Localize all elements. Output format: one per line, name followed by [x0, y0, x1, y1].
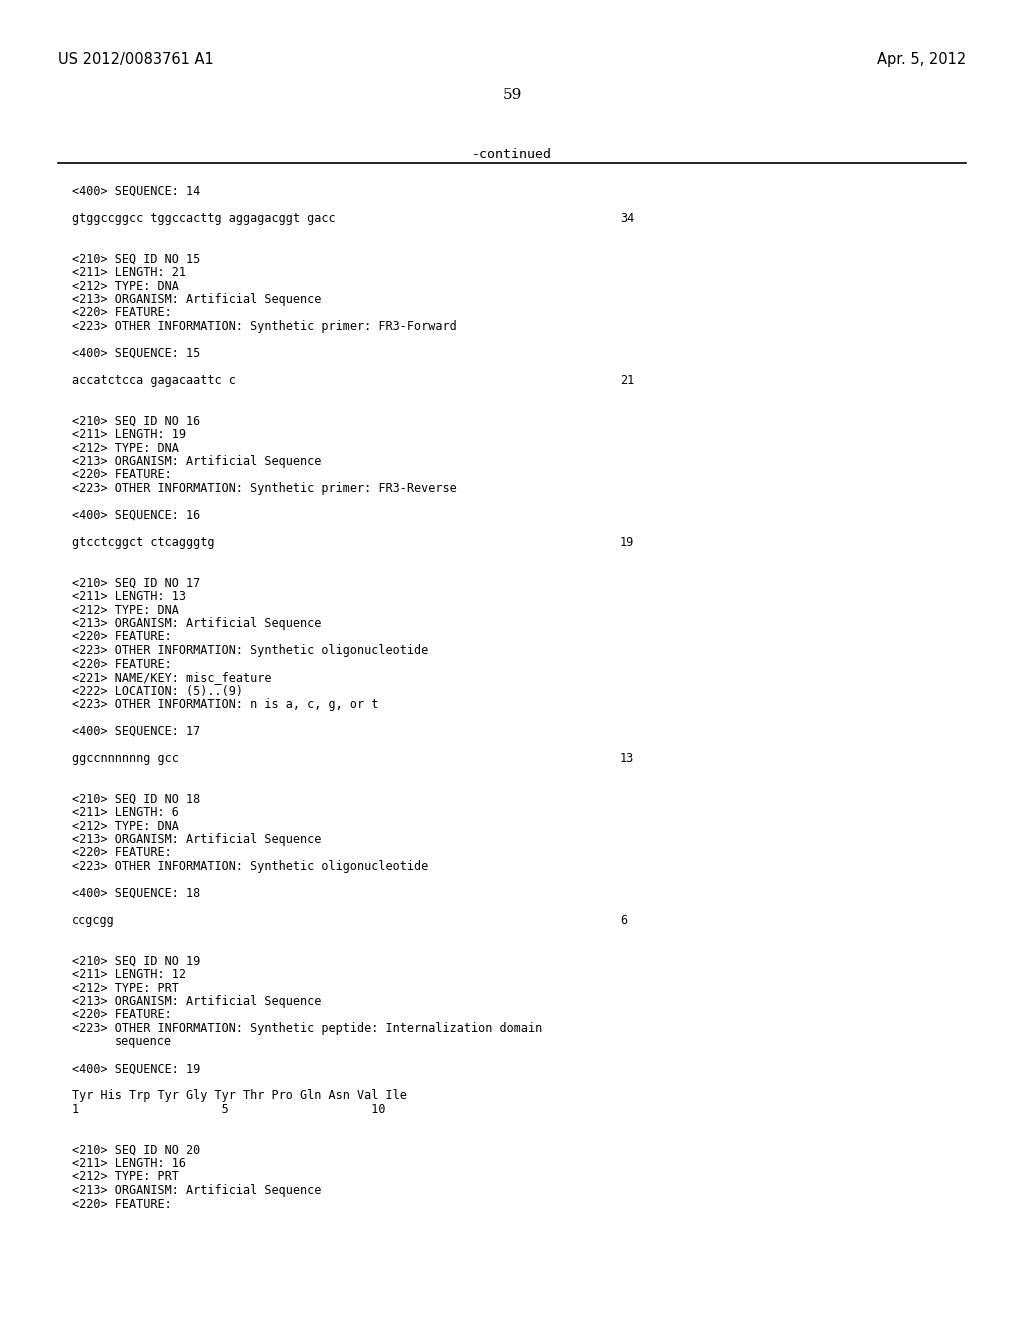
Text: <223> OTHER INFORMATION: Synthetic oligonucleotide: <223> OTHER INFORMATION: Synthetic oligo… — [72, 644, 428, 657]
Text: <213> ORGANISM: Artificial Sequence: <213> ORGANISM: Artificial Sequence — [72, 616, 322, 630]
Text: <223> OTHER INFORMATION: Synthetic primer: FR3-Forward: <223> OTHER INFORMATION: Synthetic prime… — [72, 319, 457, 333]
Text: <220> FEATURE:: <220> FEATURE: — [72, 1008, 172, 1022]
Text: <210> SEQ ID NO 17: <210> SEQ ID NO 17 — [72, 577, 201, 590]
Text: <212> TYPE: PRT: <212> TYPE: PRT — [72, 1171, 179, 1184]
Text: <211> LENGTH: 6: <211> LENGTH: 6 — [72, 807, 179, 818]
Text: <213> ORGANISM: Artificial Sequence: <213> ORGANISM: Artificial Sequence — [72, 293, 322, 306]
Text: <213> ORGANISM: Artificial Sequence: <213> ORGANISM: Artificial Sequence — [72, 833, 322, 846]
Text: <212> TYPE: DNA: <212> TYPE: DNA — [72, 441, 179, 454]
Text: <211> LENGTH: 21: <211> LENGTH: 21 — [72, 267, 186, 279]
Text: <220> FEATURE:: <220> FEATURE: — [72, 1197, 172, 1210]
Text: ccgcgg: ccgcgg — [72, 913, 115, 927]
Text: <213> ORGANISM: Artificial Sequence: <213> ORGANISM: Artificial Sequence — [72, 995, 322, 1008]
Text: <220> FEATURE:: <220> FEATURE: — [72, 657, 172, 671]
Text: 34: 34 — [620, 213, 634, 224]
Text: <213> ORGANISM: Artificial Sequence: <213> ORGANISM: Artificial Sequence — [72, 1184, 322, 1197]
Text: <400> SEQUENCE: 17: <400> SEQUENCE: 17 — [72, 725, 201, 738]
Text: <223> OTHER INFORMATION: Synthetic peptide: Internalization domain: <223> OTHER INFORMATION: Synthetic pepti… — [72, 1022, 543, 1035]
Text: <220> FEATURE:: <220> FEATURE: — [72, 306, 172, 319]
Text: <211> LENGTH: 19: <211> LENGTH: 19 — [72, 428, 186, 441]
Text: sequence: sequence — [115, 1035, 172, 1048]
Text: <211> LENGTH: 12: <211> LENGTH: 12 — [72, 968, 186, 981]
Text: <400> SEQUENCE: 18: <400> SEQUENCE: 18 — [72, 887, 201, 900]
Text: <220> FEATURE:: <220> FEATURE: — [72, 469, 172, 482]
Text: <212> TYPE: DNA: <212> TYPE: DNA — [72, 280, 179, 293]
Text: <223> OTHER INFORMATION: Synthetic oligonucleotide: <223> OTHER INFORMATION: Synthetic oligo… — [72, 861, 428, 873]
Text: ggccnnnnnng gcc: ggccnnnnnng gcc — [72, 752, 179, 766]
Text: gtcctcggct ctcagggtg: gtcctcggct ctcagggtg — [72, 536, 214, 549]
Text: <400> SEQUENCE: 16: <400> SEQUENCE: 16 — [72, 510, 201, 521]
Text: Apr. 5, 2012: Apr. 5, 2012 — [877, 51, 966, 67]
Text: accatctcca gagacaattc c: accatctcca gagacaattc c — [72, 374, 236, 387]
Text: <220> FEATURE:: <220> FEATURE: — [72, 631, 172, 644]
Text: 1                    5                    10: 1 5 10 — [72, 1104, 385, 1115]
Text: <400> SEQUENCE: 15: <400> SEQUENCE: 15 — [72, 347, 201, 360]
Text: <221> NAME/KEY: misc_feature: <221> NAME/KEY: misc_feature — [72, 671, 271, 684]
Text: Tyr His Trp Tyr Gly Tyr Thr Pro Gln Asn Val Ile: Tyr His Trp Tyr Gly Tyr Thr Pro Gln Asn … — [72, 1089, 407, 1102]
Text: 19: 19 — [620, 536, 634, 549]
Text: 21: 21 — [620, 374, 634, 387]
Text: <212> TYPE: PRT: <212> TYPE: PRT — [72, 982, 179, 994]
Text: gtggccggcc tggccacttg aggagacggt gacc: gtggccggcc tggccacttg aggagacggt gacc — [72, 213, 336, 224]
Text: <210> SEQ ID NO 19: <210> SEQ ID NO 19 — [72, 954, 201, 968]
Text: <220> FEATURE:: <220> FEATURE: — [72, 846, 172, 859]
Text: <212> TYPE: DNA: <212> TYPE: DNA — [72, 820, 179, 833]
Text: <210> SEQ ID NO 16: <210> SEQ ID NO 16 — [72, 414, 201, 428]
Text: <400> SEQUENCE: 14: <400> SEQUENCE: 14 — [72, 185, 201, 198]
Text: 6: 6 — [620, 913, 627, 927]
Text: <213> ORGANISM: Artificial Sequence: <213> ORGANISM: Artificial Sequence — [72, 455, 322, 469]
Text: <210> SEQ ID NO 18: <210> SEQ ID NO 18 — [72, 792, 201, 805]
Text: US 2012/0083761 A1: US 2012/0083761 A1 — [58, 51, 214, 67]
Text: <210> SEQ ID NO 15: <210> SEQ ID NO 15 — [72, 252, 201, 265]
Text: <211> LENGTH: 13: <211> LENGTH: 13 — [72, 590, 186, 603]
Text: <210> SEQ ID NO 20: <210> SEQ ID NO 20 — [72, 1143, 201, 1156]
Text: <212> TYPE: DNA: <212> TYPE: DNA — [72, 603, 179, 616]
Text: <400> SEQUENCE: 19: <400> SEQUENCE: 19 — [72, 1063, 201, 1076]
Text: 13: 13 — [620, 752, 634, 766]
Text: <223> OTHER INFORMATION: n is a, c, g, or t: <223> OTHER INFORMATION: n is a, c, g, o… — [72, 698, 379, 711]
Text: -continued: -continued — [472, 148, 552, 161]
Text: <222> LOCATION: (5)..(9): <222> LOCATION: (5)..(9) — [72, 685, 243, 697]
Text: 59: 59 — [503, 88, 521, 102]
Text: <223> OTHER INFORMATION: Synthetic primer: FR3-Reverse: <223> OTHER INFORMATION: Synthetic prime… — [72, 482, 457, 495]
Text: <211> LENGTH: 16: <211> LENGTH: 16 — [72, 1158, 186, 1170]
